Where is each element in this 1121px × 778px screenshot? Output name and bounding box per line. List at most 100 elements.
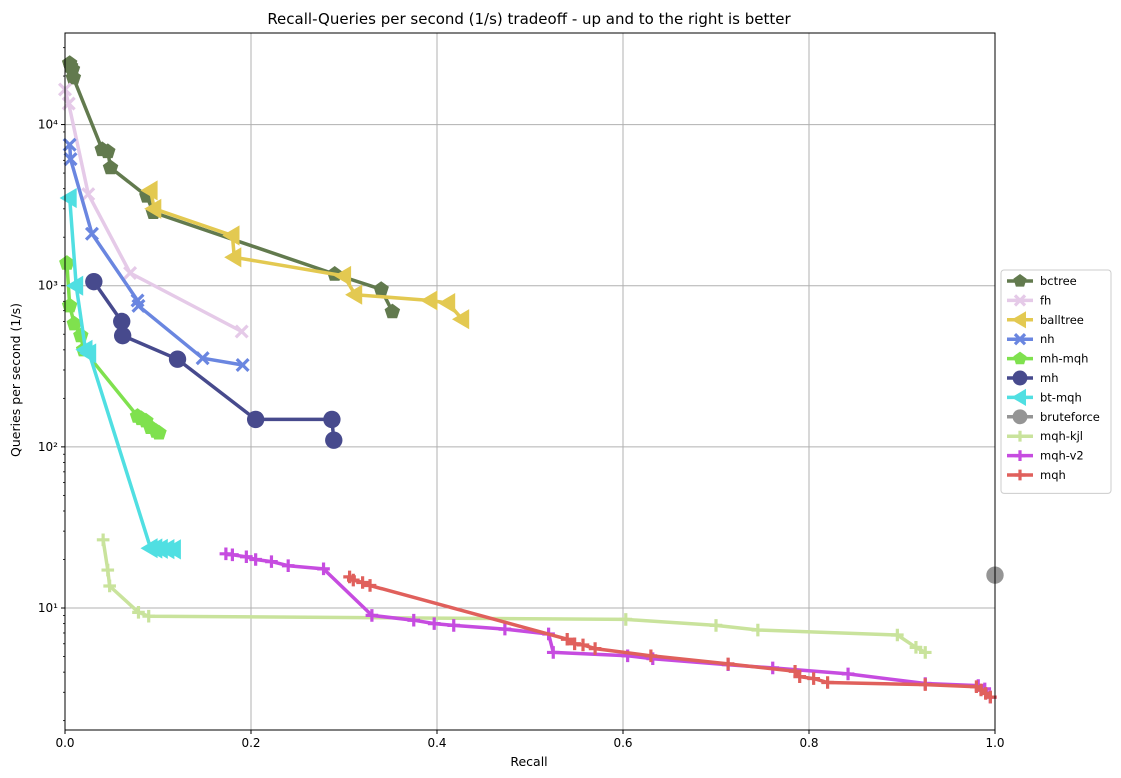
data-point-bt-mqh [79, 343, 97, 364]
data-point-mqh [356, 576, 369, 589]
legend-marker-nh [1013, 333, 1027, 346]
data-point-mh [113, 326, 132, 345]
y-axis-title: Queries per second (1/s) [8, 303, 23, 457]
data-point-mqh-v2 [365, 609, 379, 622]
data-point-mqh-v2 [498, 622, 512, 636]
data-point-bt-mqh [59, 188, 77, 209]
data-point-balltree [333, 265, 352, 286]
data-point-mqh-v2 [265, 555, 278, 568]
data-point-nh [235, 358, 250, 373]
legend-marker-mqh-v2 [1014, 450, 1026, 461]
legend-marker-bruteforce [1012, 409, 1028, 425]
legend-item: mqh [1007, 468, 1066, 482]
legend-item: bctree [1007, 274, 1077, 288]
data-point-fh [123, 265, 138, 280]
data-point-mh [246, 410, 265, 429]
legend-item: mh-mqh [1007, 351, 1088, 366]
x-tick-label: 1.0 [985, 736, 1004, 750]
y-tick-label: 10⁴ [38, 118, 58, 132]
data-point-mh [85, 272, 103, 291]
data-point-bctree [65, 69, 82, 85]
data-point-mqh-v2 [427, 617, 441, 630]
legend-marker-mqh-kjl [1014, 430, 1026, 442]
x-axis-title: Recall [510, 754, 547, 769]
x-tick-label: 0.4 [427, 736, 446, 750]
data-point-mh-mqh [59, 255, 75, 270]
data-point-mqh-kjl [918, 646, 932, 659]
x-tick-label: 0.0 [55, 736, 74, 750]
data-point-mqh [576, 638, 590, 652]
legend-marker-bt-mqh [1011, 388, 1026, 406]
series-nh [62, 137, 250, 373]
data-point-bctree [102, 159, 119, 175]
data-point-mqh [918, 678, 932, 691]
data-point-mqh-v2 [407, 613, 421, 627]
legend-marker-mqh [1014, 469, 1026, 481]
x-tick-label: 0.6 [613, 736, 632, 750]
data-point-bt-mqh [163, 539, 181, 560]
legend: bctree fh balltree nh mh-mqh mh bt-mqh brutefor… [1000, 269, 1112, 494]
series-line-bt-mqh [67, 197, 174, 552]
data-point-nh [195, 351, 210, 366]
data-point-mqh-kjl [751, 623, 765, 637]
data-point-mqh-kjl [96, 533, 110, 547]
legend-item: mqh-kjl [1007, 429, 1083, 443]
legend-item: nh [1007, 332, 1055, 346]
data-point-mqh [560, 632, 574, 646]
data-point-mqh-kjl [103, 579, 116, 593]
legend-marker-fh [1013, 294, 1027, 307]
legend-marker-balltree [1011, 311, 1026, 329]
data-point-balltree [420, 290, 438, 311]
data-point-mqh-v2 [249, 553, 262, 566]
data-point-mqh [821, 676, 834, 689]
data-point-bt-mqh [66, 275, 84, 296]
data-point-mqh-kjl [891, 628, 904, 642]
data-point-mqh-v2 [281, 559, 295, 573]
series-line-nh [67, 144, 243, 367]
data-point-mqh [644, 649, 658, 663]
series-line-balltree [148, 190, 464, 321]
legend-item: mqh-v2 [1007, 449, 1084, 463]
data-point-fh [81, 187, 96, 202]
legend-marker-mh [1012, 370, 1028, 386]
x-tick-label: 0.2 [241, 736, 260, 750]
data-point-nh [84, 226, 99, 241]
data-point-mqh-v2 [841, 667, 855, 681]
series-line-mqh-v2 [225, 552, 992, 699]
data-point-mqh-v2 [317, 562, 330, 576]
data-point-mqh [588, 642, 602, 655]
data-point-balltree [438, 293, 456, 314]
legend-label: mqh-kjl [1040, 429, 1083, 443]
y-tick-label: 10² [38, 440, 58, 454]
data-point-bctree [384, 303, 401, 319]
legend-item: bruteforce [1007, 409, 1100, 425]
legend-label: bruteforce [1040, 410, 1100, 424]
grid-lines [65, 33, 995, 730]
data-point-mqh-v2 [240, 550, 253, 564]
legend-label: mqh-v2 [1040, 449, 1084, 463]
legend-label: mh-mqh [1040, 352, 1088, 366]
data-point-balltree [140, 180, 158, 201]
data-point-mqh [363, 579, 377, 592]
data-point-balltree [224, 247, 242, 268]
data-point-bctree [373, 281, 389, 296]
data-point-mqh [347, 573, 360, 587]
x-tick-label: 0.8 [799, 736, 818, 750]
chart-title: Recall-Queries per second (1/s) tradeoff… [267, 10, 791, 28]
data-point-mqh-kjl [101, 563, 115, 577]
data-point-bctree [100, 143, 116, 159]
data-point-balltree [452, 309, 470, 330]
data-point-nh [63, 152, 78, 167]
data-point-nh [131, 298, 146, 313]
data-point-mqh [793, 670, 806, 683]
data-point-mqh-v2 [447, 619, 461, 632]
series-mh [85, 272, 343, 449]
legend-label: bctree [1040, 274, 1077, 288]
plot-frame [64, 32, 996, 731]
data-point-mqh-kjl [909, 641, 923, 654]
legend-marker-bctree [1013, 274, 1027, 287]
data-point-mh-mqh [151, 424, 167, 440]
data-point-mh-mqh [66, 315, 82, 331]
data-point-mh-mqh [61, 297, 78, 313]
legend-marker-mh-mqh [1013, 351, 1027, 365]
